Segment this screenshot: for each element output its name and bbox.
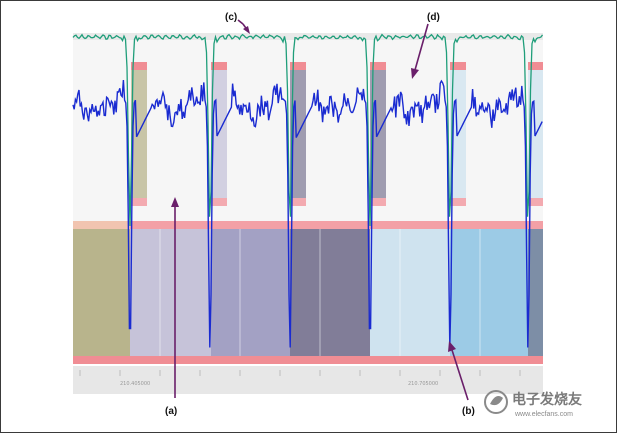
band-bottom-strip (73, 356, 543, 364)
watermark: 电子发烧友 www.elecfans.com (484, 390, 582, 418)
annotation-b: (b) (462, 406, 475, 417)
time-axis-ticks (79, 370, 521, 376)
upper-column-1 (131, 62, 147, 206)
arrow-b-shaft (451, 349, 469, 401)
upper-column-cap-top-1 (131, 62, 147, 70)
time-axis-panel (73, 366, 543, 394)
annotation-c: (c) (225, 12, 237, 23)
arrow-b-head (448, 341, 456, 352)
annotation-a: (a) (165, 406, 177, 417)
upper-column-cap-top-6 (528, 62, 543, 70)
green-trace-line (72, 33, 544, 227)
arrow-a-head (171, 197, 179, 207)
watermark-logo-icon (484, 390, 508, 414)
arrow-d-head (411, 68, 419, 79)
watermark-logo-mark (490, 396, 503, 406)
upper-column-cap-bottom-5 (450, 198, 466, 206)
band-segment-7 (528, 229, 543, 358)
band-segment-4 (290, 229, 370, 358)
upper-column-cap-top-3 (290, 62, 306, 70)
upper-column-cap-bottom-1 (131, 198, 147, 206)
upper-column-cap-bottom-3 (290, 198, 306, 206)
upper-column-cap-bottom-4 (370, 198, 386, 206)
arrow-c-head (243, 26, 250, 34)
band-segment-1 (73, 229, 130, 358)
upper-column-2 (211, 62, 227, 206)
watermark-url: www.elecfans.com (514, 411, 573, 418)
band-top-strip (73, 221, 543, 229)
band-top-strip-left (73, 221, 130, 229)
band-segment-3 (211, 229, 290, 358)
band-segment-2 (130, 229, 211, 358)
tick-label-2: 210.705000 (408, 381, 438, 387)
upper-panel-shade (73, 33, 543, 40)
upper-column-cap-bottom-2 (211, 198, 227, 206)
upper-column-cap-top-2 (211, 62, 227, 70)
arrow-d-shaft (414, 23, 429, 71)
tick-label-1: 210.405000 (120, 381, 150, 387)
upper-column-cap-top-5 (450, 62, 466, 70)
upper-column-cap-top-4 (370, 62, 386, 70)
blue-trace-line (72, 79, 543, 348)
arrow-c-shaft (237, 19, 244, 25)
band-segment-5 (370, 229, 450, 358)
watermark-title: 电子发烧友 (512, 391, 582, 408)
band-segment-6 (450, 229, 528, 358)
upper-column-cap-bottom-6 (528, 198, 543, 206)
annotation-d: (d) (427, 12, 440, 23)
annotation-arrows (171, 19, 469, 401)
